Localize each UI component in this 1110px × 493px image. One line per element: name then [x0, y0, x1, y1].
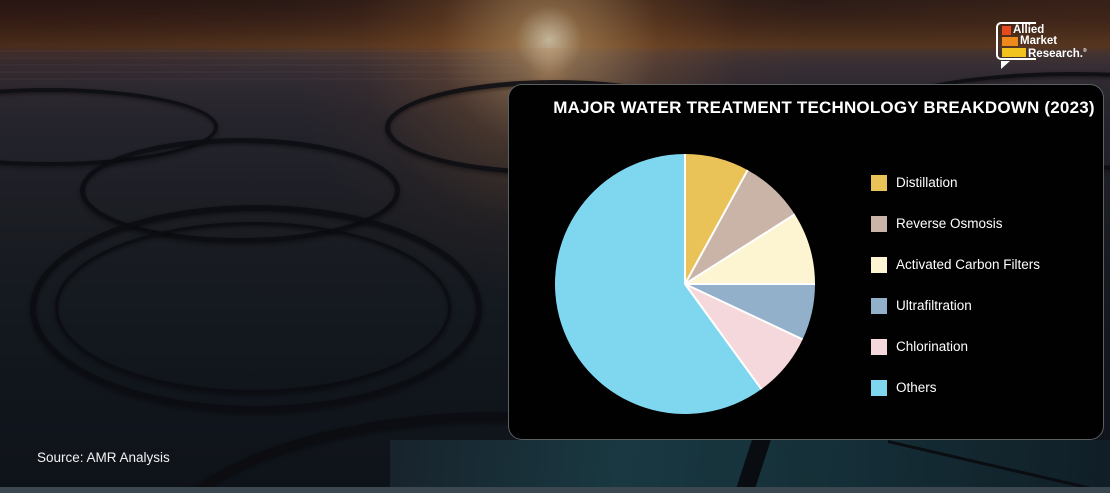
registered-mark: ®: [1083, 47, 1087, 54]
legend-item: Reverse Osmosis: [871, 216, 1040, 232]
speech-bubble-icon: [996, 22, 1036, 60]
legend-swatch-icon: [871, 175, 887, 191]
legend-swatch-icon: [871, 380, 887, 396]
pie-slice: [685, 170, 795, 284]
chart-title: MAJOR WATER TREATMENT TECHNOLOGY BREAKDO…: [553, 98, 1095, 117]
amr-logo-row: Allied: [1002, 24, 1087, 36]
legend-swatch-icon: [871, 257, 887, 273]
yellow-square-icon: [1002, 47, 1026, 57]
amr-logo-row: Market: [1002, 35, 1087, 47]
source-attribution: Source: AMR Analysis: [37, 450, 170, 465]
amr-logo-row: Research.®: [1002, 47, 1087, 60]
legend-label: Activated Carbon Filters: [896, 257, 1041, 272]
legend-swatch-icon: [871, 298, 887, 314]
legend-label: Others: [896, 380, 937, 395]
pie-chart-svg: [554, 153, 815, 414]
amr-logo-text-line: Research.®: [1028, 47, 1087, 60]
legend-label: Ultrafiltration: [896, 298, 972, 313]
fish-cage-ring: [55, 222, 451, 393]
speech-bubble-tail-icon: [1001, 61, 1010, 69]
water-shimmer: [0, 50, 520, 84]
red-square-icon: [1002, 25, 1011, 35]
pie-slice-separator: [684, 283, 804, 341]
legend-label: Reverse Osmosis: [896, 216, 1003, 231]
amr-logo-rows: Allied Market Research.®: [1002, 24, 1087, 60]
bottom-accent-bar: [0, 487, 1110, 493]
legend-item: Activated Carbon Filters: [871, 257, 1040, 273]
legend-item: Distillation: [871, 175, 1040, 191]
pie-slice: [685, 214, 815, 284]
pie-slice-separator: [684, 213, 796, 285]
amr-logo-text-line: Market: [1020, 35, 1058, 47]
fish-cage-ring: [30, 205, 482, 412]
legend-swatch-icon: [871, 339, 887, 355]
chart-legend: Distillation Reverse Osmosis Activated Car…: [871, 175, 1040, 421]
chart-panel: MAJOR WATER TREATMENT TECHNOLOGY BREAKDO…: [508, 84, 1104, 440]
pie-slice-separator: [684, 169, 749, 285]
amr-logo-text-line: Allied: [1013, 24, 1045, 36]
pie-chart: [554, 153, 816, 415]
pie-slice: [685, 154, 748, 284]
orange-square-icon: [1002, 36, 1018, 46]
amr-logo: Allied Market Research.®: [996, 20, 1101, 70]
legend-label: Distillation: [896, 175, 958, 190]
legend-item: Others: [871, 380, 1040, 396]
pie-slice: [685, 284, 815, 340]
pie-slice: [554, 153, 762, 414]
legend-swatch-icon: [871, 216, 887, 232]
legend-item: Chlorination: [871, 339, 1040, 355]
legend-label: Chlorination: [896, 339, 969, 354]
pie-slice-separator: [684, 283, 763, 390]
legend-item: Ultrafiltration: [871, 298, 1040, 314]
pie-slice: [685, 284, 803, 390]
